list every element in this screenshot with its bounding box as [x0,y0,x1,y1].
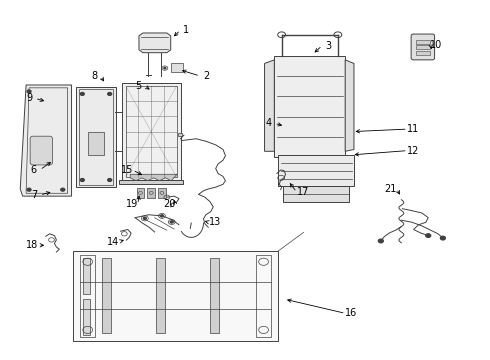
Text: 18: 18 [26,240,39,250]
Polygon shape [83,258,90,294]
Polygon shape [139,33,171,53]
Circle shape [426,234,431,237]
Circle shape [108,179,112,181]
Polygon shape [265,60,274,151]
Text: 10: 10 [430,40,442,50]
Circle shape [27,90,31,93]
Circle shape [80,179,84,181]
Polygon shape [345,60,354,151]
Polygon shape [158,188,166,198]
FancyBboxPatch shape [411,34,435,60]
Polygon shape [416,40,430,44]
Polygon shape [147,188,155,198]
Text: 15: 15 [121,165,133,175]
Text: 11: 11 [408,124,420,134]
Text: 8: 8 [92,71,98,81]
Polygon shape [278,155,354,186]
Text: 19: 19 [125,199,138,210]
Circle shape [160,215,163,217]
Text: 14: 14 [107,237,119,247]
Polygon shape [120,180,183,184]
Circle shape [441,236,445,240]
Polygon shape [76,87,116,187]
Polygon shape [102,258,111,333]
Text: 6: 6 [31,165,37,175]
Polygon shape [210,258,219,333]
Circle shape [170,221,173,223]
Polygon shape [416,45,430,49]
Text: 13: 13 [209,217,221,227]
Text: 9: 9 [26,93,32,103]
Polygon shape [130,174,177,181]
Text: 20: 20 [163,199,175,210]
Circle shape [378,239,383,243]
Text: 4: 4 [266,118,271,128]
Text: 3: 3 [325,41,331,50]
Polygon shape [283,186,349,202]
Text: 12: 12 [407,145,420,156]
Polygon shape [171,63,183,72]
Polygon shape [274,56,345,157]
Text: 5: 5 [135,81,142,91]
Text: 16: 16 [345,309,358,318]
Polygon shape [156,258,165,333]
Circle shape [27,188,31,191]
Circle shape [80,93,84,95]
Circle shape [144,217,147,220]
Circle shape [61,188,65,191]
Polygon shape [20,85,72,196]
Text: 21: 21 [385,184,397,194]
FancyBboxPatch shape [30,136,52,165]
Polygon shape [177,133,182,136]
Text: 17: 17 [296,187,309,197]
Text: 1: 1 [183,25,190,35]
Polygon shape [137,188,145,198]
Polygon shape [88,132,104,155]
Polygon shape [73,251,278,341]
Polygon shape [122,83,180,180]
Polygon shape [416,51,430,55]
Text: 7: 7 [31,190,37,200]
Polygon shape [83,300,90,335]
Circle shape [164,67,166,69]
Text: 2: 2 [203,71,209,81]
Circle shape [108,93,112,95]
